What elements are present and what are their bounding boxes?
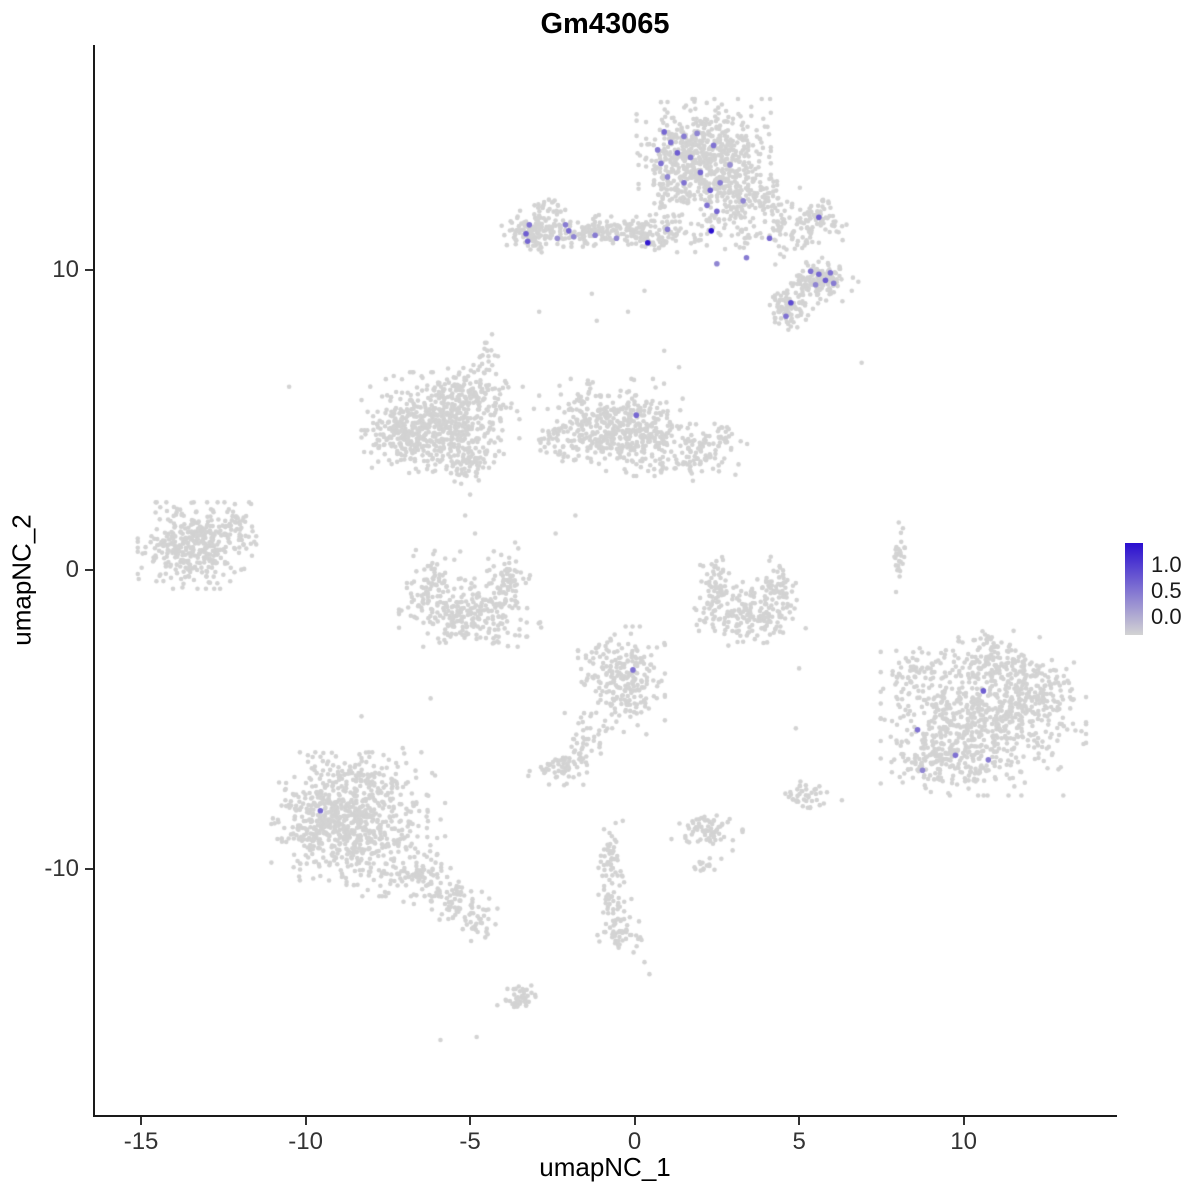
x-tick-label: -10 (288, 1128, 323, 1155)
legend-tick-label: 1.0 (1151, 552, 1182, 577)
x-tick-label: 10 (950, 1128, 977, 1155)
x-tick-mark (469, 1117, 472, 1125)
x-tick-label: -5 (459, 1128, 481, 1155)
x-tick-label: 5 (792, 1128, 806, 1155)
y-tick-mark (85, 868, 93, 871)
umap-scatter-canvas (95, 45, 1115, 1115)
legend-tick-label: 0.5 (1151, 578, 1182, 603)
x-tick-label: -15 (123, 1128, 159, 1155)
expression-legend: 1.0 0.5 0.0 (1125, 543, 1200, 635)
x-tick-mark (304, 1117, 307, 1125)
y-tick-mark (85, 568, 93, 571)
y-tick-label: 0 (65, 555, 79, 583)
x-tick-mark (962, 1117, 965, 1125)
x-tick-mark (140, 1117, 143, 1125)
y-tick-label: 10 (52, 255, 79, 283)
plot-title: Gm43065 (540, 8, 670, 40)
x-tick-mark (633, 1117, 636, 1125)
x-axis-line (93, 1115, 1117, 1117)
x-tick-mark (798, 1117, 801, 1125)
y-axis-line (93, 45, 95, 1117)
y-tick-mark (85, 268, 93, 271)
legend-gradient-bar (1125, 543, 1143, 635)
x-tick-label: 0 (627, 1128, 642, 1155)
legend-tick-label: 0.0 (1151, 604, 1182, 629)
y-tick-label: -10 (44, 855, 79, 883)
x-axis-label: umapNC_1 (539, 1152, 671, 1182)
